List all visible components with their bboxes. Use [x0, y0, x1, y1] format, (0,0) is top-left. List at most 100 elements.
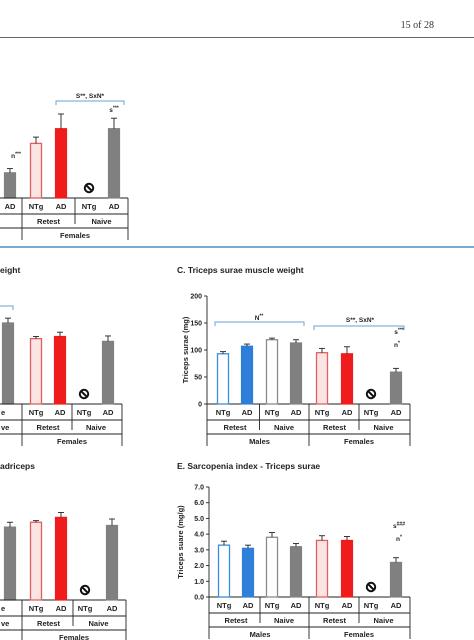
panel-1-category-label: AD: [55, 408, 66, 417]
panel-4-y-tick-label: 2.0: [194, 563, 204, 570]
panel-4-category-label: NTg: [364, 601, 379, 610]
panel-4-y-tick-label: 6.0: [194, 500, 204, 507]
panel-4-no-data-icon: [365, 581, 377, 593]
panel-0-group-label: Naive: [91, 217, 111, 226]
panel-4-group-label: Retest: [225, 616, 248, 625]
panel-0-category-label: AD: [56, 202, 67, 211]
panel-3-edge-label-2: ve: [1, 619, 9, 628]
panel-3-category-label: AD: [56, 604, 67, 613]
panel-0-sex-label: Females: [60, 231, 90, 240]
panel-2-category-label: NTg: [265, 408, 280, 417]
panel-4-y-tick-label: 3.0: [194, 547, 204, 554]
panel-4-title: E. Sarcopenia index - Triceps surae: [177, 461, 320, 471]
panel-4-bar-3: [289, 546, 303, 598]
panel-3-sex-label: Females: [59, 633, 89, 640]
panel-4-group-label: Naive: [274, 616, 294, 625]
panel-1-no-data-icon: [78, 388, 90, 400]
panel-2-no-data-icon: [365, 388, 377, 400]
panel-2-category-label: AD: [342, 408, 353, 417]
panel-3-bar-0: [29, 521, 43, 601]
panel-4-bar-0: [217, 544, 231, 598]
panel-1-edge-label: e: [1, 408, 5, 417]
panel-2-category-label: AD: [391, 408, 402, 417]
panel-2-y-tick-label: 150: [190, 321, 202, 328]
panel-2-sex-label: Males: [249, 437, 270, 446]
panel-1-no-data-icon-slash: [80, 390, 88, 398]
panel-1-bracket-stub: [0, 305, 14, 310]
panel-4-bar-2: [265, 536, 279, 598]
panel-0-bar-1: [54, 128, 68, 199]
panel-0-bar-0: [29, 142, 43, 199]
panel-4-y-tick-label: 0.0: [194, 595, 204, 602]
panel-2-bar-4: [315, 352, 329, 405]
panel-2-title: C. Triceps surae muscle weight: [177, 265, 304, 275]
panel-1-edge-label-2: ve: [1, 423, 9, 432]
panel-2-category-label: NTg: [315, 408, 330, 417]
panel-4-bar-4: [315, 539, 329, 598]
panel-2-bar-3: [289, 342, 303, 405]
panel-4-category-label: AD: [243, 601, 254, 610]
panel-1-bar-3: [101, 340, 115, 405]
panel-2-naive-annotation-2: n*: [394, 341, 400, 350]
page-number: 15 of 28: [400, 20, 434, 31]
panel-2-y-tick-label: 200: [190, 294, 202, 301]
panel-0-naive-annotation: s***: [109, 106, 119, 115]
panel-2-bar-5: [340, 353, 354, 405]
panel-0-category-label: AD: [109, 202, 120, 211]
panel-2-naive-annotation: s***: [394, 328, 404, 337]
panel-0-no-data-icon-slash: [85, 184, 93, 192]
panel-0-partial-category-label: AD: [5, 202, 16, 211]
panel-3-category-label: AD: [107, 604, 118, 613]
panel-1-group-label: Naive: [86, 423, 106, 432]
panel-2-y-tick-label: 100: [190, 348, 202, 355]
panel-3-group-label: Naive: [88, 619, 108, 628]
panel-1-partial-bar: [1, 322, 15, 405]
panel-3-group-label: Retest: [37, 619, 60, 628]
panel-4-naive-annotation-2: n*: [396, 535, 402, 544]
panel-4-bar-1: [241, 547, 255, 598]
panel-3-partial-bar: [3, 526, 17, 601]
header-rule: [0, 37, 474, 38]
panel-4-y-tick-label: 4.0: [194, 532, 204, 539]
panel-2-males-bracket: [214, 321, 305, 326]
panel-1-category-label: NTg: [77, 408, 92, 417]
panel-4-group-label: Naive: [373, 616, 393, 625]
panel-2-males-bracket-label: N**: [255, 314, 264, 323]
panel-4-sex-label: Females: [344, 630, 374, 639]
panel-2-bar-2: [265, 339, 279, 405]
panel-0-partial-bar: [3, 172, 17, 199]
panel-3-edge-label: e: [1, 604, 5, 613]
panel-2-y-axis-label: Triceps surae (mg): [181, 316, 190, 383]
panel-1-title: eight: [0, 265, 20, 275]
panel-2-bar-0: [216, 353, 230, 405]
panel-1-sex-label: Females: [57, 437, 87, 446]
panel-3-title: adriceps: [0, 461, 35, 471]
panel-4-category-label: AD: [391, 601, 402, 610]
panel-4-category-label: AD: [291, 601, 302, 610]
panel-2-females-bracket: [313, 325, 405, 330]
panel-2-sex-label: Females: [344, 437, 374, 446]
panel-2-group-label: Retest: [323, 423, 346, 432]
panel-0-bracket: [55, 100, 125, 105]
panel-0-no-data-icon: [83, 182, 95, 194]
panel-0-bar-3: [107, 128, 121, 199]
panel-2-y-tick-label: 0: [198, 402, 202, 409]
panel-2-females-bracket-label: S**, SxN*: [346, 317, 375, 324]
panel-0-partial-annotation: n***: [11, 152, 21, 161]
panel-4-bar-7: [389, 561, 403, 598]
panel-0-bracket-label: S**, SxN*: [76, 93, 105, 100]
panel-4-category-label: NTg: [315, 601, 330, 610]
panel-1-bar-0: [29, 338, 43, 405]
panel-2-bar-1: [240, 345, 254, 405]
panel-2-group-label: Naive: [373, 423, 393, 432]
panel-4-y-tick-label: 7.0: [194, 485, 204, 492]
panel-0-category-label: NTg: [82, 202, 97, 211]
panel-2-category-label: AD: [242, 408, 253, 417]
panel-2-no-data-icon-slash: [367, 390, 375, 398]
panel-2-category-label: NTg: [364, 408, 379, 417]
panel-3-no-data-icon-slash: [81, 586, 89, 594]
panel-4-group-label: Retest: [323, 616, 346, 625]
panel-3-category-label: NTg: [78, 604, 93, 613]
panel-2-category-label: NTg: [216, 408, 231, 417]
